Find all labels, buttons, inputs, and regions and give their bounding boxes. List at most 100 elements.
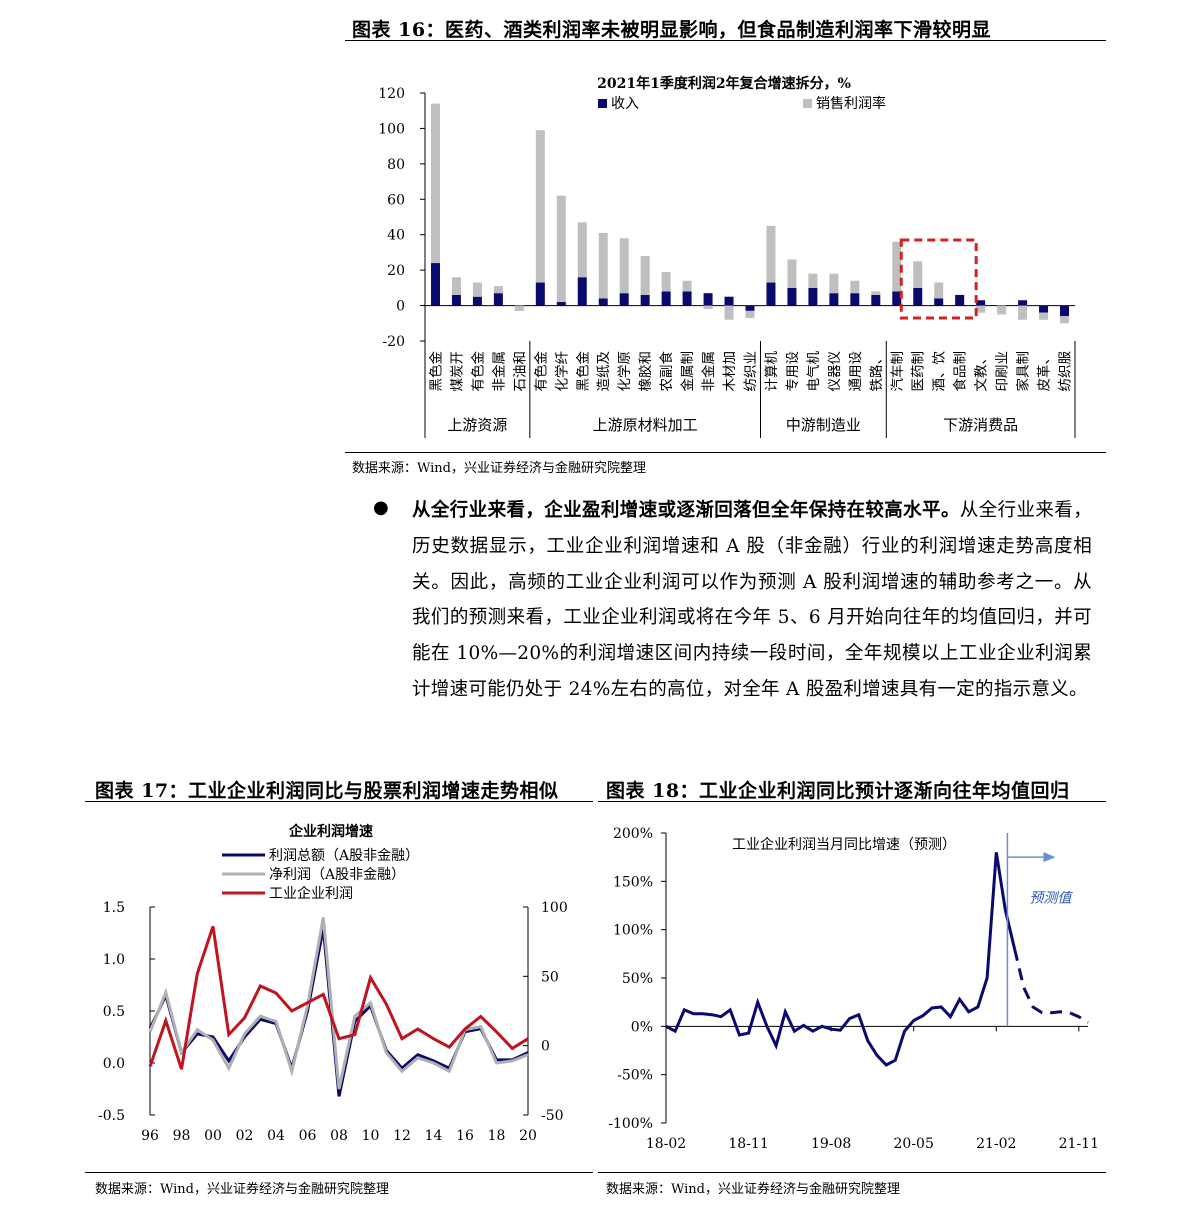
y-tick-label: 0% (631, 1019, 653, 1035)
bar-segment (640, 255, 650, 295)
bar-segment (745, 305, 755, 311)
category-label: 仪器仪 (827, 351, 843, 392)
fig16-source: 数据来源：Wind，兴业证券经济与金融研究院整理 (352, 461, 646, 476)
category-label: 食品制 (952, 351, 969, 392)
fig16-source-rule (345, 452, 1106, 453)
fig16-bars (430, 103, 1070, 324)
x-tick-label: 21-02 (976, 1136, 1016, 1152)
x-tick-label: 96 (141, 1128, 159, 1144)
category-label: 化学纤 (554, 351, 570, 392)
category-label: 化学原 (617, 351, 633, 392)
category-label: 金属制 (680, 351, 696, 392)
bar-segment (682, 291, 692, 306)
group-label: 下游消费品 (943, 416, 1018, 434)
x-tick-label: 21-11 (1059, 1136, 1099, 1152)
bar-segment (1060, 305, 1070, 317)
x-tick-label: 02 (236, 1128, 254, 1144)
fig17-title: 图表 17：工业企业利润同比与股票利润增速走势相似 (95, 780, 559, 802)
paragraph-lead: 从全行业来看，企业盈利增速或逐渐回落但全年保持在较高水平。 (412, 500, 960, 521)
category-label: 造纸及 (596, 351, 612, 392)
x-tick-label: 18-02 (646, 1136, 686, 1152)
y-tick-label: 60 (387, 192, 405, 208)
bar-segment (892, 241, 902, 292)
left-tick-label: 0.0 (103, 1056, 125, 1072)
fig17-lines (148, 917, 529, 1097)
bar-segment (850, 280, 860, 294)
bar-segment (640, 294, 650, 306)
bar-segment (997, 305, 1007, 315)
legend-swatch (598, 99, 607, 108)
legend-label: 收入 (611, 96, 639, 112)
x-tick-label: 00 (204, 1128, 222, 1144)
category-label: 石油和 (512, 351, 528, 392)
category-label: 黑色金 (427, 351, 444, 392)
bar-segment (1039, 305, 1049, 313)
y-tick-label: 80 (387, 157, 405, 173)
bar-segment (871, 294, 881, 306)
fig17-source-rule (85, 1172, 593, 1173)
series-line (148, 925, 529, 1070)
x-tick-label: 14 (425, 1128, 443, 1144)
bullet-icon: ● (373, 497, 389, 518)
left-tick-label: 1.0 (103, 952, 125, 968)
category-label: 皮革、 (1037, 351, 1053, 392)
bar-segment (430, 103, 440, 264)
bar-segment (808, 287, 818, 306)
category-label: 通用设 (848, 351, 864, 392)
bar-segment (598, 232, 608, 299)
group-label: 上游资源 (447, 416, 507, 434)
bar-segment (976, 300, 986, 306)
bar-segment (514, 305, 524, 311)
y-tick-label: 200% (613, 826, 653, 842)
bar-segment (451, 294, 461, 306)
y-tick-label: 100 (378, 121, 405, 137)
left-tick-label: 1.5 (103, 900, 125, 916)
fig16-chart-title: 2021年1季度利润2年复合增速拆分，% (597, 75, 851, 92)
x-tick-label: 04 (267, 1128, 285, 1144)
legend-label: 利润总额（A股非金融） (269, 848, 419, 864)
fig16-highlight-box (899, 238, 978, 320)
fig18-source-rule (598, 1172, 1106, 1173)
bar-segment (745, 310, 755, 318)
right-tick-label: -50 (541, 1108, 564, 1124)
fig18-forecast-annotation: 预测值 (1006, 833, 1073, 1027)
fig17-chart: 企业利润增速 利润总额（A股非金融） 净利润（A股非金融） 工业企业利润 -0.5 0… (98, 823, 568, 1144)
left-tick-label: -0.5 (98, 1108, 125, 1124)
fig16-y-axis: -20 0 20 40 60 80 100 120 (378, 86, 1075, 350)
x-tick-label: 18-11 (728, 1136, 768, 1152)
fig17-legend: 利润总额（A股非金融） 净利润（A股非金融） 工业企业利润 (222, 848, 419, 902)
bar-segment (661, 291, 671, 306)
fig16-group-labels: 上游资源 上游原材料加工 中游制造业 下游消费品 (424, 341, 1076, 438)
legend-label: 工业企业利润 (269, 885, 353, 902)
y-tick-label: 0 (396, 299, 405, 315)
bar-segment (850, 293, 860, 306)
y-tick-label: -20 (382, 334, 405, 350)
legend-label: 销售利润率 (816, 95, 886, 112)
category-label: 纺织服 (1058, 351, 1074, 392)
series-line (1013, 948, 1089, 1024)
bar-segment (598, 298, 608, 306)
bar-segment (682, 280, 692, 292)
bar-segment (703, 293, 713, 306)
group-label: 上游原材料加工 (593, 416, 698, 434)
series-line (148, 927, 529, 1097)
bar-segment (724, 305, 734, 320)
bar-segment (766, 282, 776, 306)
x-tick-label: 08 (330, 1128, 348, 1144)
bar-segment (472, 296, 482, 306)
left-tick-label: 0.5 (103, 1004, 125, 1020)
bar-segment (577, 222, 587, 278)
x-tick-label: 12 (393, 1128, 411, 1144)
bar-segment (1039, 312, 1049, 320)
bar-segment (766, 225, 776, 283)
bar-segment (493, 293, 503, 306)
legend-swatch (803, 99, 812, 108)
bar-segment (1060, 316, 1070, 324)
category-label: 黑色金 (574, 351, 591, 392)
x-tick-label: 10 (362, 1128, 380, 1144)
x-tick-label: 19-08 (811, 1136, 851, 1152)
category-label: 煤炭开 (449, 351, 465, 392)
bar-segment (472, 282, 482, 297)
category-label: 电气机 (806, 351, 822, 392)
fig16-title-rule (345, 40, 1106, 41)
